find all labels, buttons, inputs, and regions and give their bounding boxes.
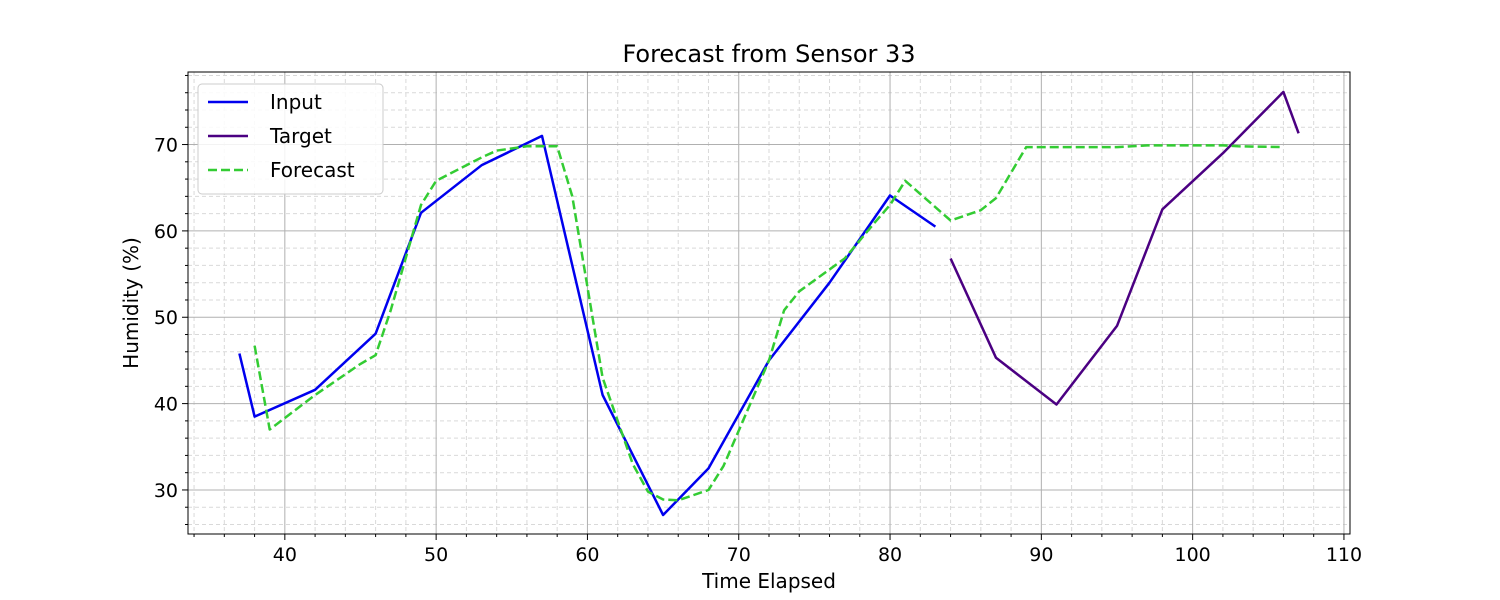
x-tick-label: 70: [727, 544, 751, 566]
y-tick-label: 60: [154, 221, 178, 243]
x-axis-label: Time Elapsed: [701, 569, 836, 593]
series-line-target: [949, 90, 1300, 406]
y-tick-label: 40: [154, 394, 178, 416]
x-tick-label: 100: [1175, 544, 1211, 566]
y-tick-label: 50: [154, 307, 178, 329]
series-lines: [238, 90, 1300, 517]
x-tick-label: 80: [878, 544, 902, 566]
legend-box: [197, 83, 384, 195]
grid: [188, 72, 1350, 534]
x-tick-label: 40: [273, 544, 297, 566]
chart-title: Forecast from Sensor 33: [622, 40, 915, 68]
legend-label-target: Target: [269, 124, 332, 148]
y-tick-label: 70: [154, 135, 178, 157]
series-line-input: [238, 134, 937, 517]
y-tick-label: 30: [154, 480, 178, 502]
legend-label-input: Input: [270, 90, 322, 114]
x-tick-label: 110: [1326, 544, 1362, 566]
legend-label-forecast: Forecast: [270, 158, 355, 182]
y-axis-label: Humidity (%): [119, 237, 143, 369]
x-tick-label: 60: [575, 544, 599, 566]
x-tick-label: 90: [1029, 544, 1053, 566]
legend: Input Target Forecast: [197, 83, 384, 195]
series-line-forecast: [253, 144, 1284, 502]
x-tick-label: 50: [424, 544, 448, 566]
axis-ticks: 40 50 60 70 80 90 100 110 30 40 50 60 70: [154, 74, 1362, 566]
